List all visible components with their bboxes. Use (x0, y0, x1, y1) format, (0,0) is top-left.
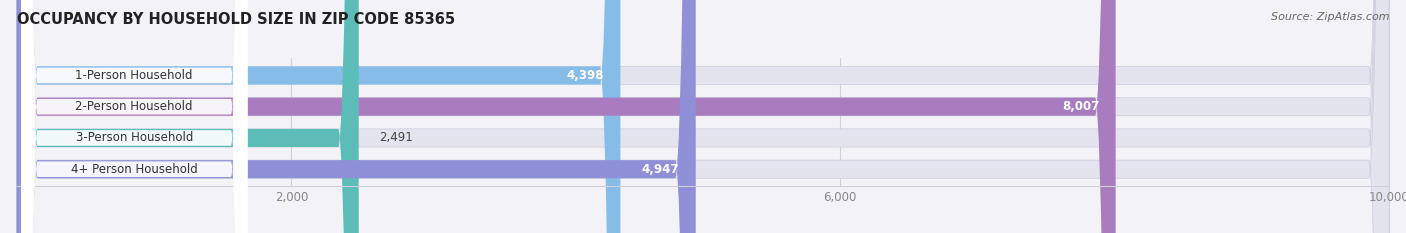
FancyBboxPatch shape (17, 0, 359, 233)
FancyBboxPatch shape (21, 0, 247, 233)
Text: 4,947: 4,947 (641, 163, 679, 176)
FancyBboxPatch shape (17, 0, 696, 233)
Text: 1-Person Household: 1-Person Household (76, 69, 193, 82)
FancyBboxPatch shape (17, 0, 620, 233)
FancyBboxPatch shape (21, 0, 247, 233)
Text: OCCUPANCY BY HOUSEHOLD SIZE IN ZIP CODE 85365: OCCUPANCY BY HOUSEHOLD SIZE IN ZIP CODE … (17, 12, 456, 27)
FancyBboxPatch shape (21, 0, 247, 233)
Text: 8,007: 8,007 (1062, 100, 1099, 113)
Text: 3-Person Household: 3-Person Household (76, 131, 193, 144)
FancyBboxPatch shape (21, 0, 247, 233)
FancyBboxPatch shape (17, 0, 1115, 233)
Text: Source: ZipAtlas.com: Source: ZipAtlas.com (1271, 12, 1389, 22)
FancyBboxPatch shape (17, 0, 1389, 233)
Text: 4,398: 4,398 (567, 69, 605, 82)
Text: 4+ Person Household: 4+ Person Household (70, 163, 198, 176)
FancyBboxPatch shape (17, 0, 1389, 233)
FancyBboxPatch shape (17, 0, 1389, 233)
FancyBboxPatch shape (17, 0, 1389, 233)
Text: 2-Person Household: 2-Person Household (76, 100, 193, 113)
Text: 2,491: 2,491 (380, 131, 413, 144)
